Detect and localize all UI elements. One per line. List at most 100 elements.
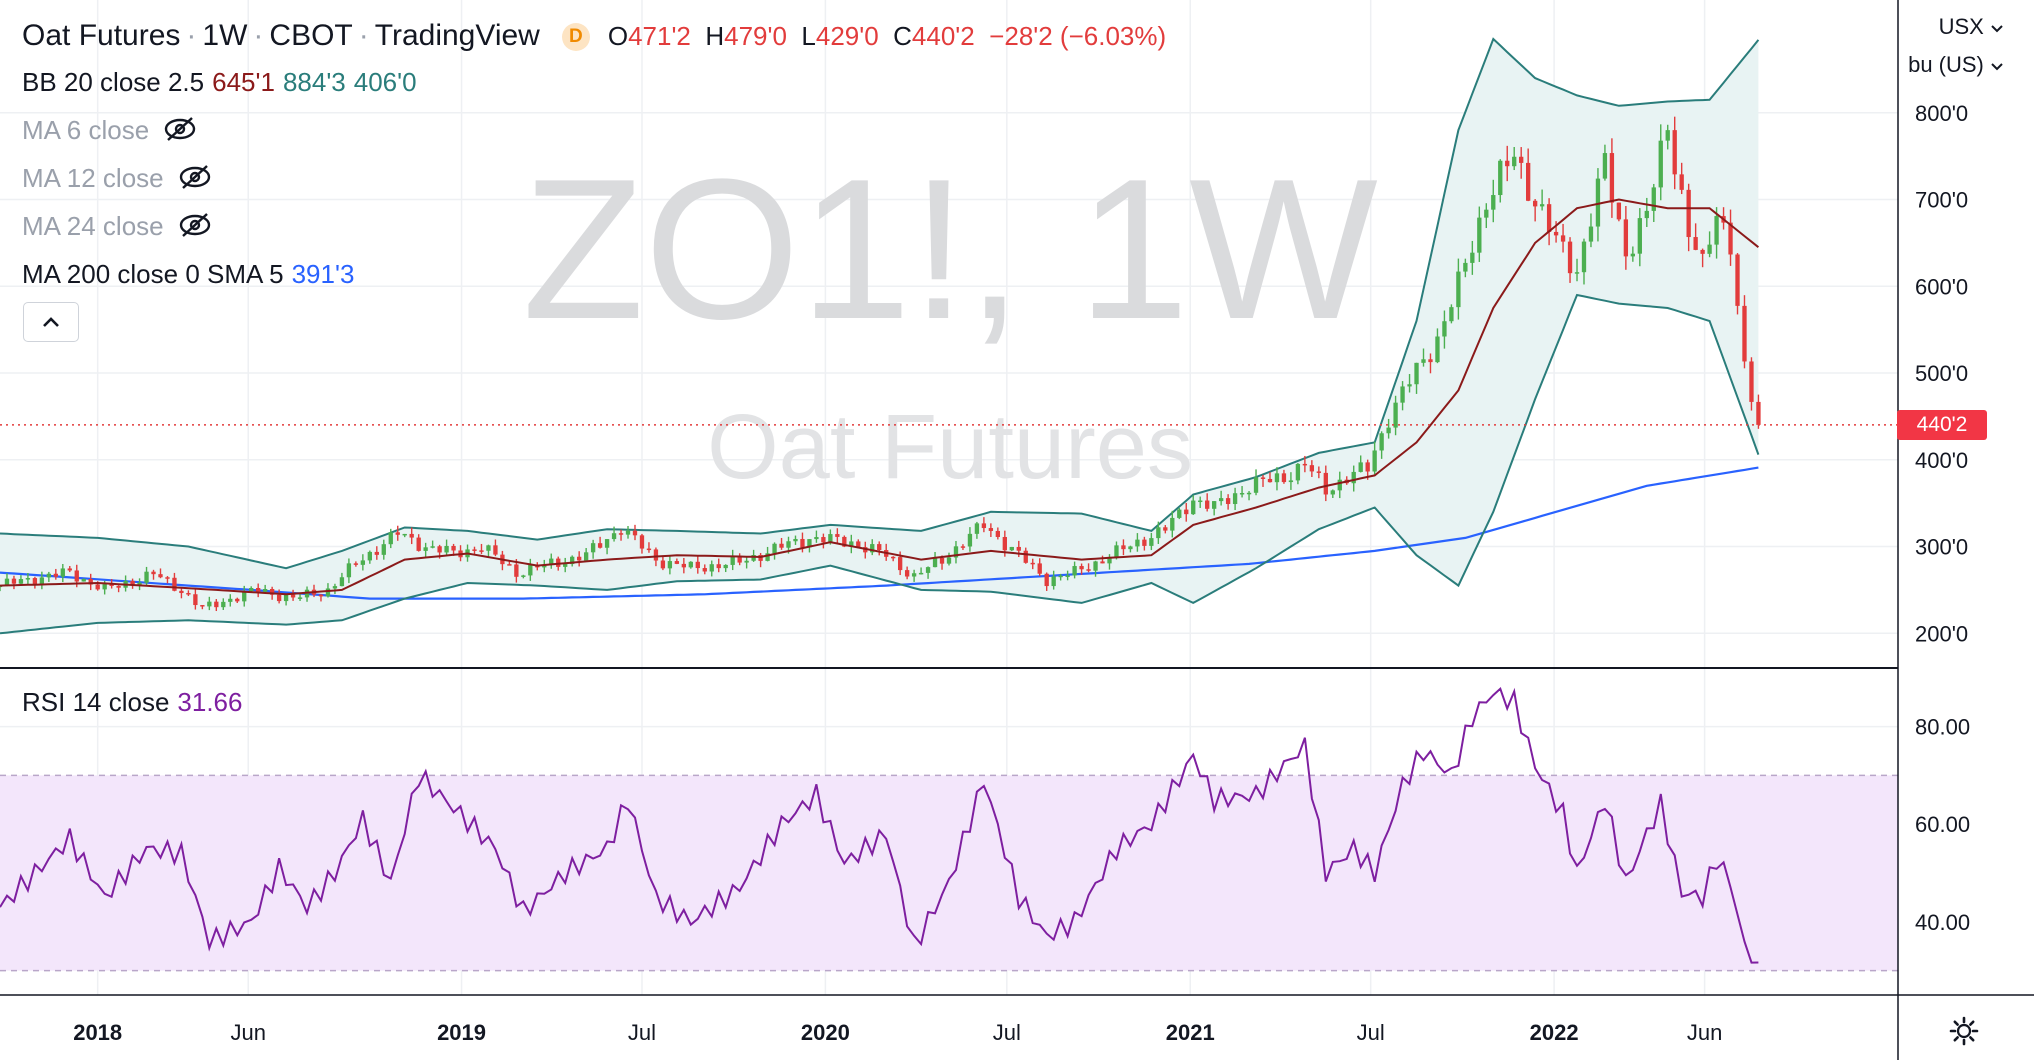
candle-body	[786, 541, 791, 548]
candle-body	[200, 605, 205, 607]
candle-body	[730, 555, 735, 565]
candle	[1470, 240, 1475, 275]
settings-gear-icon[interactable]	[1948, 1015, 1980, 1052]
candle-body	[172, 577, 177, 591]
candle-body	[1379, 433, 1384, 451]
candle	[1065, 570, 1070, 581]
price-tick-label: 300'0	[1915, 535, 1968, 560]
legend-rsi[interactable]: RSI 14 close 31.66	[22, 686, 242, 718]
candle	[632, 524, 638, 541]
candle-body	[1539, 204, 1545, 207]
ma200-value: 391'3	[291, 259, 355, 289]
legend-ma6[interactable]: MA 6 close	[22, 114, 197, 150]
candle	[1609, 138, 1615, 218]
legend-ma200[interactable]: MA 200 close 0 SMA 5 391'3	[22, 258, 354, 290]
candle	[381, 539, 386, 560]
candle-body	[1532, 200, 1538, 207]
legend-ma12[interactable]: MA 12 close	[22, 162, 212, 198]
collapse-legend-button[interactable]	[23, 302, 79, 342]
candle	[1156, 521, 1161, 544]
candle-body	[1065, 575, 1070, 577]
candle-body	[360, 560, 366, 565]
candle-body	[109, 584, 114, 586]
candle-body	[158, 574, 163, 578]
candle-body	[918, 572, 924, 575]
candle	[821, 533, 826, 549]
candle-body	[814, 537, 819, 540]
candle	[388, 528, 393, 549]
candle-body	[1672, 130, 1677, 175]
candle-body	[514, 564, 519, 577]
candle-body	[95, 584, 100, 590]
candle	[779, 537, 784, 550]
candle	[416, 534, 421, 552]
candle-body	[269, 588, 275, 595]
candle	[158, 568, 163, 579]
candlesticks[interactable]	[0, 116, 1761, 612]
candle-body	[353, 563, 359, 565]
candle	[667, 556, 673, 575]
delayed-data-badge[interactable]: D	[561, 23, 590, 52]
candle-body	[60, 568, 65, 577]
candle	[228, 594, 233, 607]
legend-bb[interactable]: BB 20 close 2.5 645'1 884'3 406'0	[22, 66, 417, 98]
candle-body	[570, 556, 575, 565]
eye-hidden-icon[interactable]	[178, 163, 212, 198]
candle-body	[1121, 545, 1126, 550]
provider: TradingView	[374, 19, 540, 52]
candle	[402, 533, 407, 538]
candle	[646, 542, 652, 553]
candle	[116, 585, 121, 593]
candle-body	[1609, 153, 1615, 203]
candle-body	[995, 530, 1001, 537]
candle	[695, 556, 700, 574]
candle	[1079, 563, 1084, 575]
candle-body	[716, 564, 721, 569]
candle-body	[1407, 384, 1412, 387]
eye-hidden-icon[interactable]	[163, 115, 197, 150]
candle-body	[904, 570, 910, 577]
legend-ma24[interactable]: MA 24 close	[22, 210, 212, 246]
candle-body	[1498, 160, 1503, 196]
candle-body	[625, 530, 631, 535]
candle-body	[556, 558, 561, 567]
candle-body	[1567, 241, 1573, 274]
candle	[849, 534, 854, 554]
candle-body	[1030, 562, 1035, 565]
candle	[11, 575, 17, 590]
time-axis[interactable]: 2018 Jun 2019 Jul 2020 Jul 2021 Jul 2022 Jun	[73, 1020, 1722, 1045]
watermark: ZO1!, 1W Oat Futures	[522, 138, 1378, 498]
candle-body	[1421, 359, 1426, 363]
candle	[1044, 572, 1049, 591]
candle-body	[1553, 231, 1559, 236]
candle-body	[1749, 361, 1754, 402]
symbol-name[interactable]: Oat Futures	[22, 19, 181, 52]
eye-hidden-icon[interactable]	[178, 211, 212, 246]
candle-body	[1616, 202, 1622, 220]
interval[interactable]: 1W	[202, 19, 248, 52]
candle	[549, 553, 554, 569]
candle-body	[1281, 473, 1287, 483]
candle-body	[374, 551, 379, 555]
candle	[1170, 510, 1175, 538]
candle	[1177, 508, 1182, 520]
price-axis[interactable]: 200'0 300'0 400'0 500'0 600'0 700'0 800'0	[1915, 101, 1968, 647]
candle-body	[1456, 271, 1461, 308]
currency-selector[interactable]: USX	[1939, 14, 2004, 40]
candle	[1386, 418, 1391, 439]
unit-selector[interactable]: bu (US)	[1908, 52, 2004, 78]
time-tick-label: Jun	[1687, 1020, 1722, 1045]
candle-body	[1728, 222, 1733, 255]
candle	[1526, 148, 1531, 202]
candle-body	[960, 546, 966, 548]
candle	[1519, 147, 1524, 179]
candle-body	[653, 549, 659, 561]
candle-body	[1246, 492, 1252, 495]
rsi-axis[interactable]: 40.00 60.00 80.00	[1915, 715, 1970, 935]
candle-body	[1267, 478, 1273, 483]
candle-body	[1260, 477, 1266, 479]
candle-body	[53, 573, 58, 577]
change-value: −28'2 (−6.03%)	[989, 21, 1167, 51]
candle	[1372, 441, 1377, 475]
